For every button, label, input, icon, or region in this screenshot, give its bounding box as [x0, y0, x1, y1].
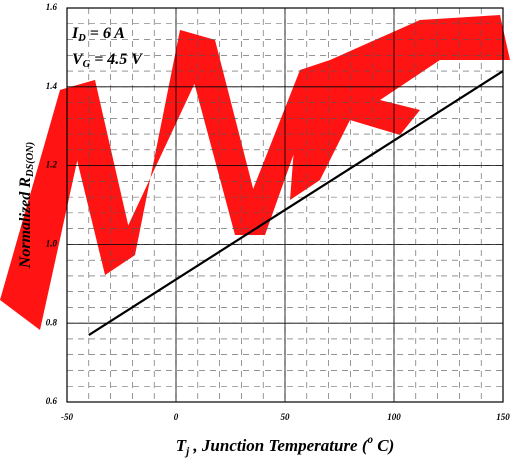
- annotation: ID = 6 A: [71, 25, 125, 45]
- x-axis-label: Tj , Junction Temperature (o C): [176, 434, 395, 458]
- x-tick-label: 0: [174, 412, 179, 422]
- chart: -50 0 50 100 150 0.6 0.8 1.0 1.2 1.4 1.6 ID = 6 A VG…: [0, 0, 510, 463]
- y-tick-label: 0.8: [46, 317, 58, 327]
- annotation-part: = 6 A: [86, 25, 126, 42]
- x-axis-label-part: T: [176, 436, 187, 455]
- annotation: VG = 4.5 V: [72, 51, 143, 71]
- y-tick-label: 1.6: [46, 2, 58, 12]
- y-tick-label: 0.6: [46, 396, 58, 406]
- x-axis-label-part: , Junction Temperature (: [189, 436, 369, 455]
- x-tick-label: 50: [281, 412, 291, 422]
- y-tick-label: 1.4: [46, 81, 58, 91]
- y-tick-label: 1.2: [46, 160, 58, 170]
- y-axis-label: Normalized RDS(ON): [17, 142, 37, 269]
- x-tick-label: -50: [61, 412, 73, 422]
- x-tick-label: 100: [387, 412, 401, 422]
- y-axis-label-part: Normalized R: [17, 177, 34, 269]
- y-axis-label-part: DS(ON): [25, 142, 36, 178]
- x-axis-label-part: C): [373, 436, 394, 455]
- annotation-part: = 4.5 V: [90, 51, 143, 68]
- x-tick-label: 150: [496, 412, 510, 422]
- y-tick-label: 1.0: [46, 238, 58, 248]
